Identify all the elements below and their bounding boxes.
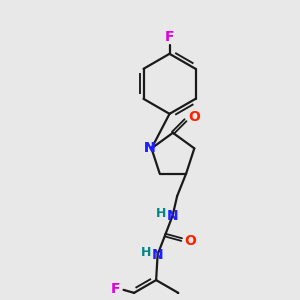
Text: N: N (144, 141, 156, 155)
Text: O: O (188, 110, 200, 124)
Text: N: N (152, 248, 164, 262)
Text: F: F (165, 30, 174, 44)
Text: N: N (167, 208, 178, 223)
Text: O: O (185, 234, 197, 248)
Text: H: H (156, 207, 166, 220)
Text: H: H (141, 246, 152, 259)
Text: F: F (111, 282, 120, 296)
Text: N: N (144, 141, 156, 155)
